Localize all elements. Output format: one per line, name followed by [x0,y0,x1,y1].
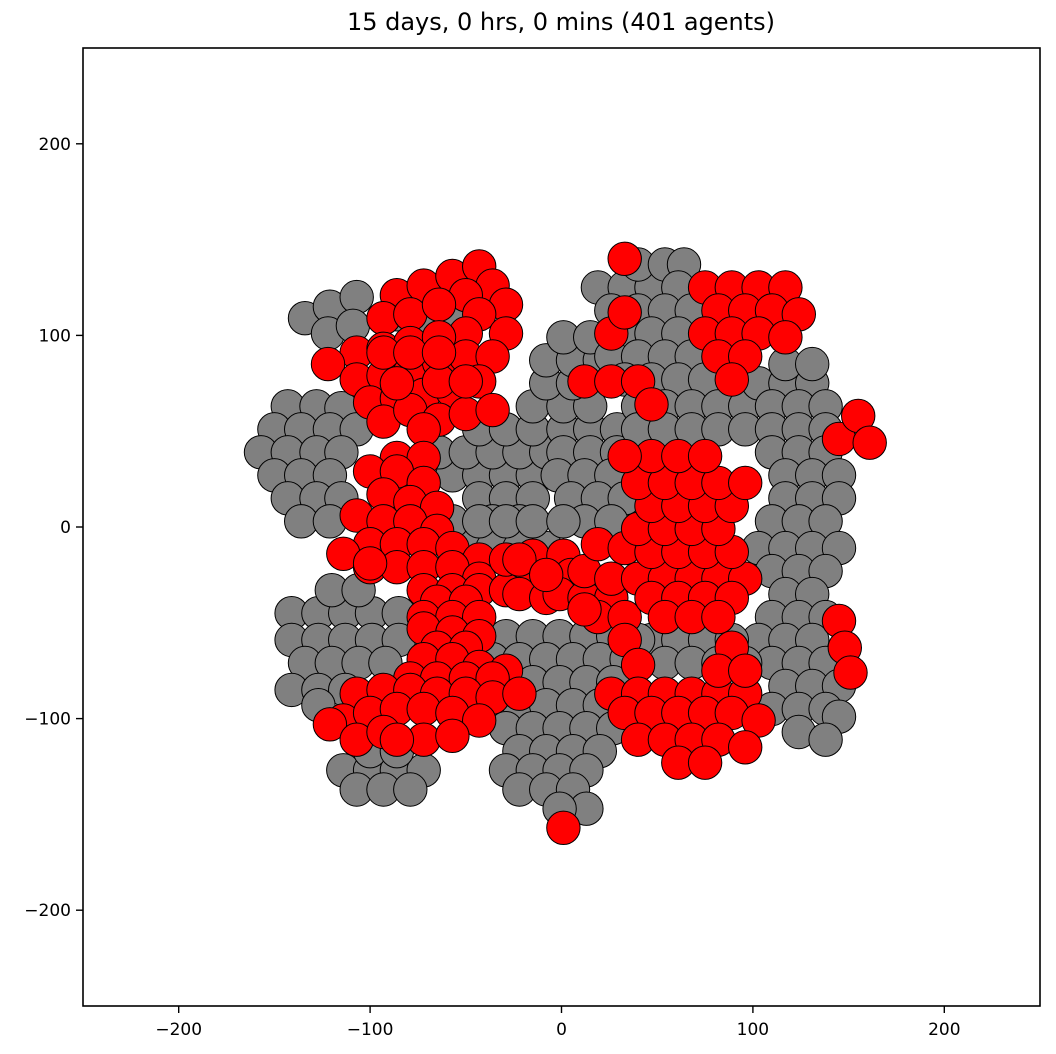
agent-point-red [728,730,763,765]
x-tick-label: −100 [347,1020,394,1040]
agent-point-red [833,655,868,690]
axes-layer: −200 −100 0 100 200 −200 −100 0 100 200 [24,47,1041,1040]
agent-point-red [529,557,564,593]
agent-point-red [502,676,537,711]
agent-point-red [607,241,642,276]
agent-point-red [421,287,457,322]
agent-point-red [687,745,723,780]
agent-point-red [312,707,348,742]
agent-point-red [714,362,749,397]
y-tick-label: −200 [24,901,71,921]
agent-point-red [462,703,497,738]
x-tick-label: 200 [928,1020,960,1040]
x-tick-label: 0 [556,1020,567,1040]
agent-point-red [607,295,642,330]
points-layer [243,241,887,845]
agent-point-gray [546,504,581,539]
agent-point-red [379,366,415,401]
agent-point-red [687,438,723,474]
agent-point-red [406,691,441,727]
agent-point-red [634,387,669,422]
y-tick-label: 100 [39,326,71,346]
agent-point-gray [515,504,550,539]
agent-point-red [352,546,388,581]
agent-point-red [567,592,602,627]
agent-point-red [852,425,887,460]
y-tick-label: −100 [24,710,71,730]
agent-point-red [728,465,763,501]
agent-point-red [502,542,537,577]
agent-point-red [728,653,763,688]
agent-point-red [448,364,483,399]
agent-point-gray [795,346,830,382]
agent-point-red [435,718,470,753]
agent-point-gray [393,772,428,807]
agent-point-red [310,346,346,382]
agent-point-red [768,320,803,355]
agent-point-red [546,810,581,845]
agent-point-red [701,599,736,635]
agent-point-red [607,438,642,474]
agent-point-red [475,392,510,428]
chart-title: 15 days, 0 hrs, 0 mins (401 agents) [346,8,776,36]
agent-point-gray [808,722,843,757]
y-tick-label: 0 [60,518,71,538]
agent-point-red [379,722,415,757]
x-tick-label: 100 [737,1020,769,1040]
y-tick-label: 200 [39,135,71,155]
x-tick-label: −200 [155,1020,202,1040]
agent-point-gray [339,279,374,315]
agent-point-red [421,335,457,370]
